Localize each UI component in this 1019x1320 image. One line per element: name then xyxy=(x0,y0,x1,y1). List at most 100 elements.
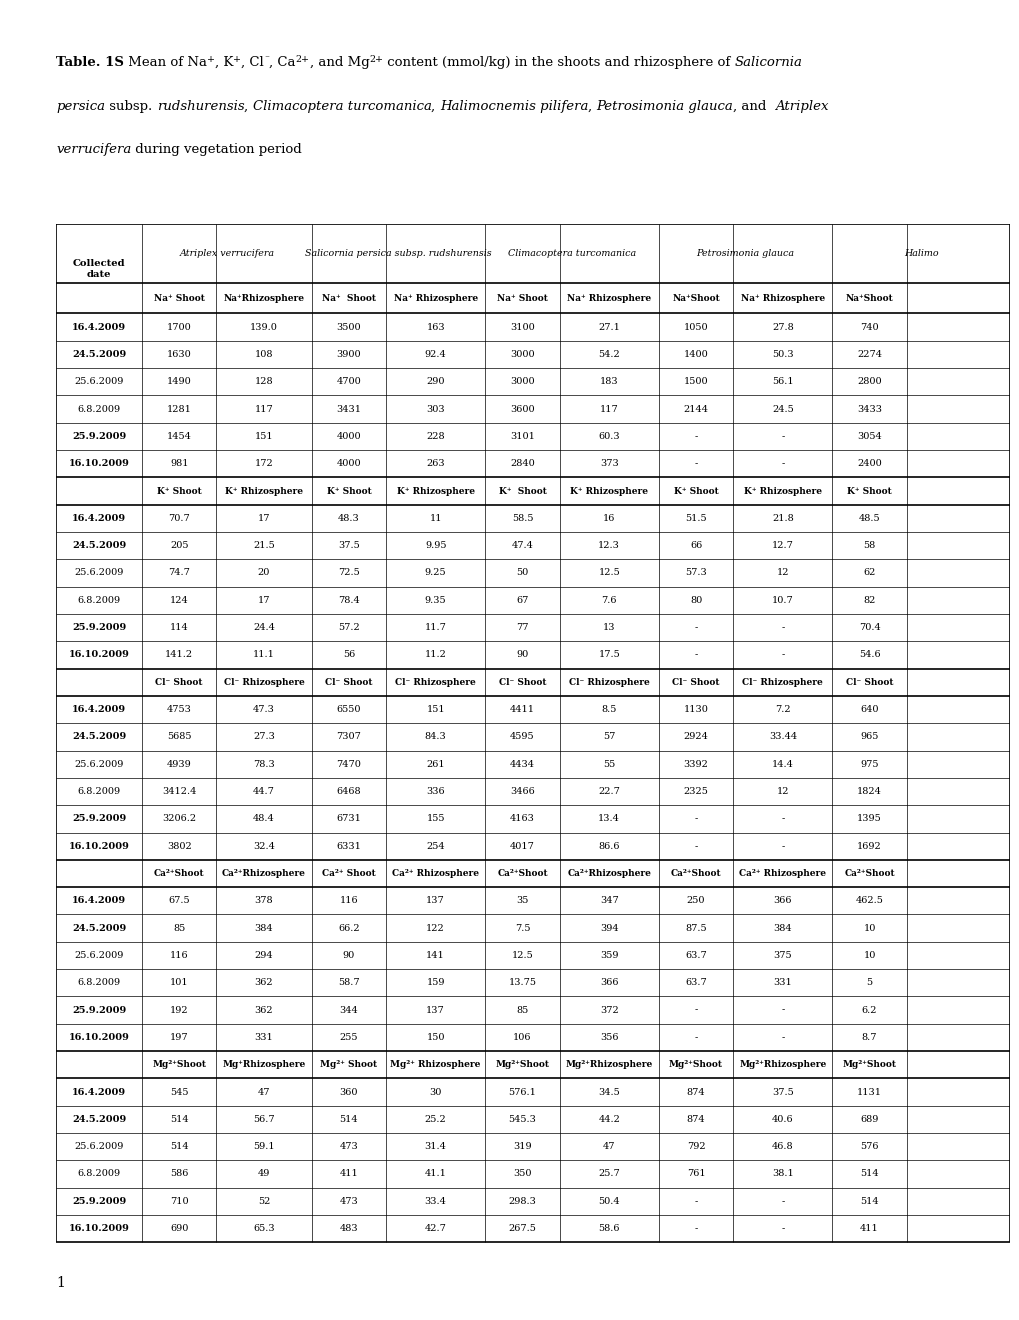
Text: 6550: 6550 xyxy=(336,705,361,714)
Text: 411: 411 xyxy=(859,1224,878,1233)
Text: 514: 514 xyxy=(859,1170,878,1179)
Text: -: - xyxy=(694,814,697,824)
Text: 10: 10 xyxy=(862,950,875,960)
Text: 3101: 3101 xyxy=(510,432,534,441)
Text: 50: 50 xyxy=(516,569,528,577)
Text: 6468: 6468 xyxy=(336,787,361,796)
Text: 52: 52 xyxy=(258,1197,270,1205)
Text: 4411: 4411 xyxy=(510,705,534,714)
Text: 473: 473 xyxy=(339,1197,358,1205)
Text: 51.5: 51.5 xyxy=(685,513,706,523)
Text: 46.8: 46.8 xyxy=(771,1142,793,1151)
Text: 981: 981 xyxy=(170,459,189,469)
Text: 6.8.2009: 6.8.2009 xyxy=(77,404,120,413)
Text: 347: 347 xyxy=(599,896,618,906)
Text: 151: 151 xyxy=(255,432,273,441)
Text: 67: 67 xyxy=(516,595,528,605)
Text: 58.6: 58.6 xyxy=(598,1224,620,1233)
Text: 117: 117 xyxy=(255,404,273,413)
Text: 38.1: 38.1 xyxy=(771,1170,793,1179)
Text: 13: 13 xyxy=(602,623,614,632)
Text: Halimo: Halimo xyxy=(903,249,937,259)
Text: 86.6: 86.6 xyxy=(598,842,620,850)
Text: 139.0: 139.0 xyxy=(250,322,277,331)
Text: Petrosimonia glauca: Petrosimonia glauca xyxy=(596,99,733,112)
Text: 375: 375 xyxy=(772,950,792,960)
Text: 12: 12 xyxy=(775,787,789,796)
Text: 122: 122 xyxy=(426,924,444,933)
Text: 35: 35 xyxy=(516,896,528,906)
Text: 545.3: 545.3 xyxy=(508,1115,536,1123)
Text: Ca²⁺Shoot: Ca²⁺Shoot xyxy=(844,869,894,878)
Text: 58.5: 58.5 xyxy=(512,513,533,523)
Text: 85: 85 xyxy=(173,924,185,933)
Text: 74.7: 74.7 xyxy=(168,569,190,577)
Text: 586: 586 xyxy=(170,1170,189,1179)
Text: Cl⁻ Rhizosphere: Cl⁻ Rhizosphere xyxy=(569,677,649,686)
Text: 12.3: 12.3 xyxy=(598,541,620,550)
Text: 16.10.2009: 16.10.2009 xyxy=(68,1224,129,1233)
Text: Ca²⁺Rhizosphere: Ca²⁺Rhizosphere xyxy=(567,869,650,878)
Text: 1454: 1454 xyxy=(166,432,192,441)
Text: 65.3: 65.3 xyxy=(253,1224,274,1233)
Text: 13.4: 13.4 xyxy=(598,814,620,824)
Text: 116: 116 xyxy=(339,896,358,906)
Text: 4700: 4700 xyxy=(336,378,361,387)
Text: 137: 137 xyxy=(426,1006,444,1015)
Text: , K: , K xyxy=(215,55,233,69)
Text: 37.5: 37.5 xyxy=(771,1088,793,1097)
Text: -: - xyxy=(781,1224,784,1233)
Text: Ca²⁺Shoot: Ca²⁺Shoot xyxy=(671,869,720,878)
Text: -: - xyxy=(694,1197,697,1205)
Text: Atriplex: Atriplex xyxy=(774,99,827,112)
Text: 12.5: 12.5 xyxy=(598,569,620,577)
Text: 255: 255 xyxy=(339,1032,358,1041)
Text: 151: 151 xyxy=(426,705,444,714)
Text: 22.7: 22.7 xyxy=(598,787,620,796)
Text: 25.6.2009: 25.6.2009 xyxy=(74,950,123,960)
Text: content (mmol/kg) in the shoots and rhizosphere of: content (mmol/kg) in the shoots and rhiz… xyxy=(383,55,734,69)
Text: -: - xyxy=(781,1197,784,1205)
Text: 47: 47 xyxy=(258,1088,270,1097)
Text: 792: 792 xyxy=(686,1142,705,1151)
Text: 7307: 7307 xyxy=(336,733,361,742)
Text: 6.8.2009: 6.8.2009 xyxy=(77,595,120,605)
Text: 965: 965 xyxy=(860,733,878,742)
Text: 192: 192 xyxy=(169,1006,189,1015)
Text: 545: 545 xyxy=(170,1088,189,1097)
Text: Salicornia persica subsp. rudshurensis: Salicornia persica subsp. rudshurensis xyxy=(305,249,491,259)
Text: 228: 228 xyxy=(426,432,444,441)
Text: Mg²⁺Rhizosphere: Mg²⁺Rhizosphere xyxy=(566,1060,652,1069)
Text: 344: 344 xyxy=(339,1006,358,1015)
Text: 63.7: 63.7 xyxy=(685,950,706,960)
Text: 27.1: 27.1 xyxy=(598,322,620,331)
Text: 3600: 3600 xyxy=(510,404,534,413)
Text: 384: 384 xyxy=(255,924,273,933)
Text: 10.7: 10.7 xyxy=(771,595,793,605)
Text: 16.4.2009: 16.4.2009 xyxy=(72,705,126,714)
Text: 290: 290 xyxy=(426,378,444,387)
Text: -: - xyxy=(694,432,697,441)
Text: 640: 640 xyxy=(859,705,878,714)
Text: 25.9.2009: 25.9.2009 xyxy=(71,1006,126,1015)
Text: 84.3: 84.3 xyxy=(424,733,446,742)
Text: 27.8: 27.8 xyxy=(771,322,793,331)
Text: 85: 85 xyxy=(516,1006,528,1015)
Text: during vegetation period: during vegetation period xyxy=(131,143,302,156)
Text: 77: 77 xyxy=(516,623,528,632)
Text: -: - xyxy=(781,1006,784,1015)
Text: Na⁺ Shoot: Na⁺ Shoot xyxy=(496,294,547,302)
Text: 689: 689 xyxy=(860,1115,878,1123)
Text: 66: 66 xyxy=(689,541,701,550)
Text: K⁺ Rhizosphere: K⁺ Rhizosphere xyxy=(743,487,821,495)
Text: 13.75: 13.75 xyxy=(507,978,536,987)
Text: Na⁺ Shoot: Na⁺ Shoot xyxy=(154,294,205,302)
Text: 108: 108 xyxy=(255,350,273,359)
Text: 3466: 3466 xyxy=(510,787,534,796)
Text: K⁺ Rhizosphere: K⁺ Rhizosphere xyxy=(225,487,303,495)
Text: 40.6: 40.6 xyxy=(771,1115,793,1123)
Text: 63.7: 63.7 xyxy=(685,978,706,987)
Text: 1692: 1692 xyxy=(856,842,881,850)
Text: 4595: 4595 xyxy=(510,733,534,742)
Text: -: - xyxy=(781,623,784,632)
